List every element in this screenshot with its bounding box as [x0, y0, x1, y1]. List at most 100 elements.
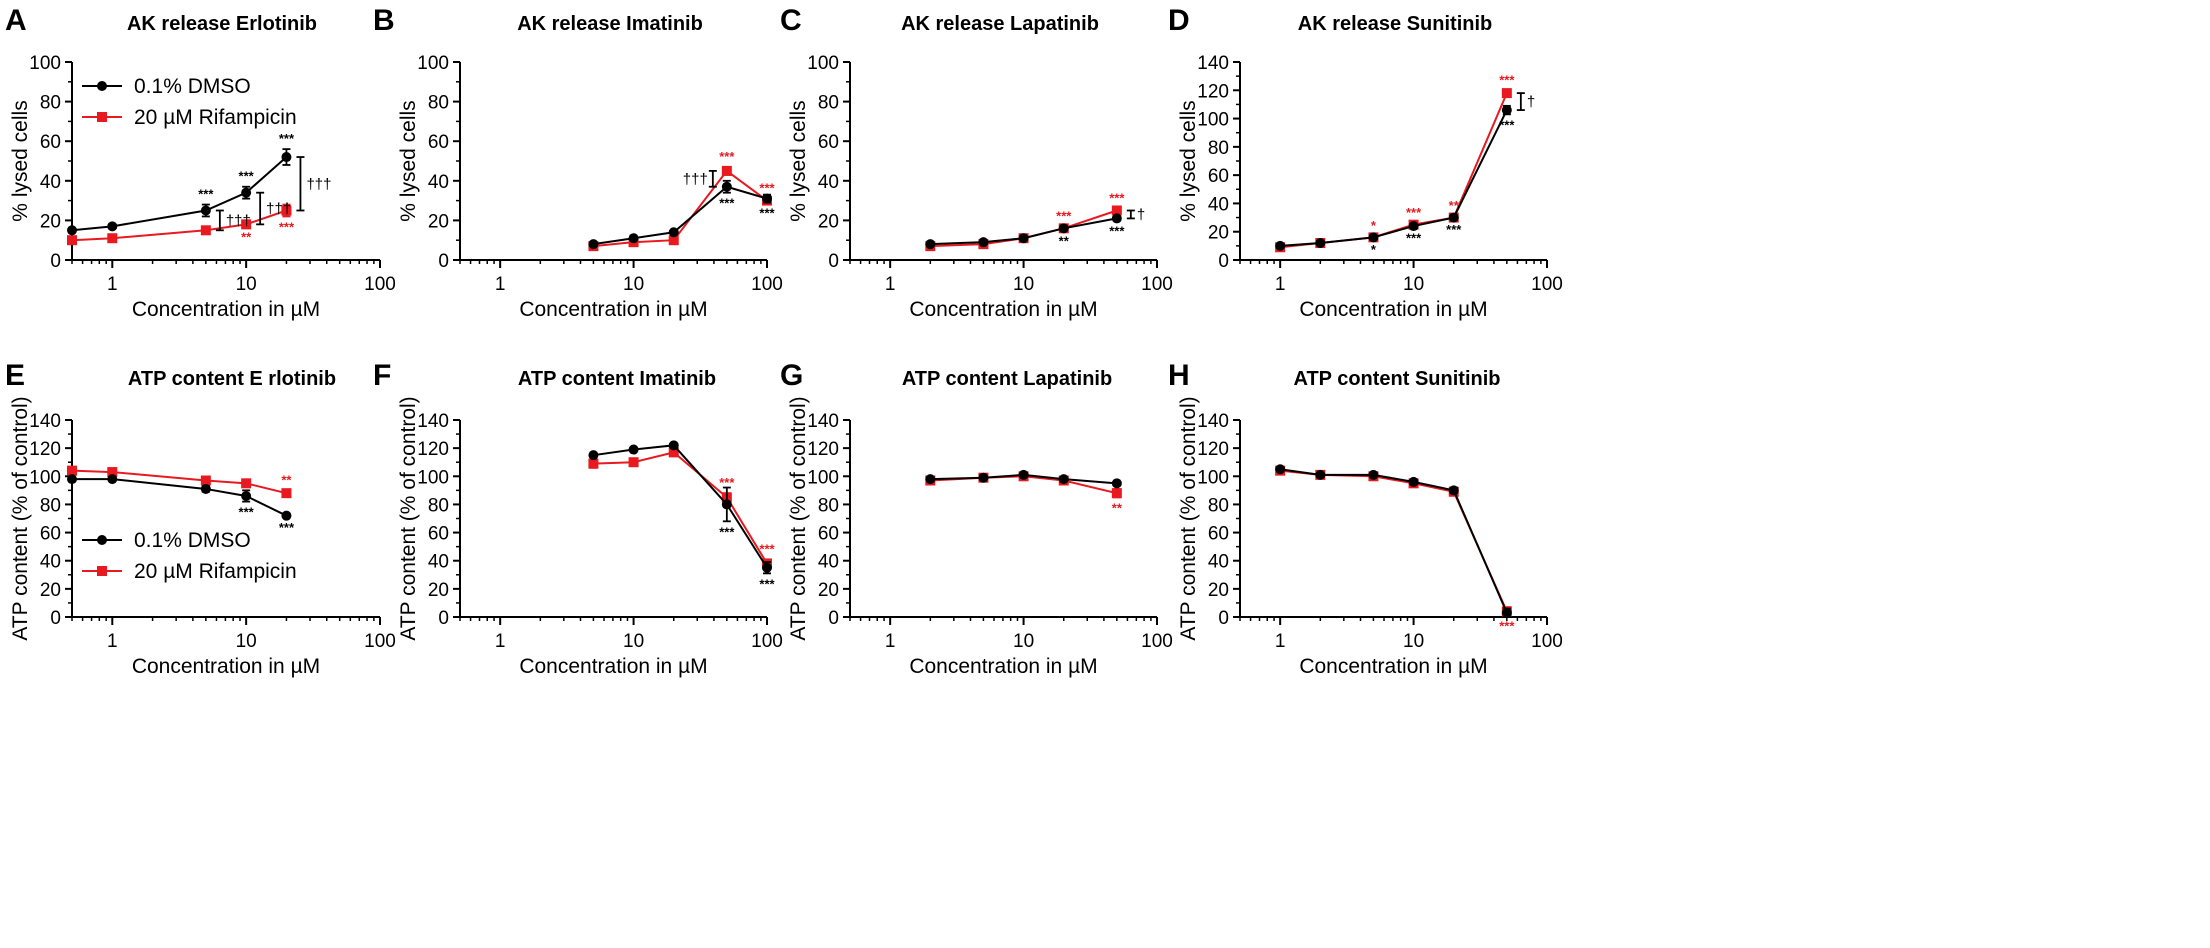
comparison-daggers: †	[1527, 94, 1535, 111]
y-tick-label: 80	[40, 495, 61, 516]
significance-stars: ***	[1499, 619, 1515, 634]
legend-marker	[97, 535, 107, 545]
dmso-data-point	[628, 233, 639, 244]
y-tick-label: 40	[428, 552, 449, 573]
panel-letter: D	[1168, 4, 1190, 37]
y-tick-label: 120	[1197, 439, 1229, 460]
x-axis-label: Concentration in µM	[519, 655, 707, 678]
dmso-data-point	[107, 221, 118, 232]
significance-stars: *	[1371, 218, 1377, 233]
dmso-data-point	[67, 225, 77, 236]
significance-stars: ***	[759, 541, 775, 556]
dmso-data-point	[1501, 105, 1512, 116]
rifampicin-data-point	[281, 488, 292, 499]
rifampicin-data-point	[200, 475, 211, 486]
y-tick-label: 20	[818, 211, 839, 232]
dmso-data-point	[241, 187, 252, 198]
rifampicin-data-point	[67, 235, 77, 246]
y-tick-label: 20	[40, 580, 61, 601]
x-tick-label: 10	[236, 631, 257, 652]
y-tick-label: 40	[1208, 552, 1229, 573]
y-tick-label: 60	[428, 132, 449, 153]
y-tick-label: 20	[40, 211, 61, 232]
significance-stars: ***	[1499, 72, 1515, 87]
dmso-data-point	[978, 237, 989, 248]
rifampicin-data-point	[1501, 88, 1512, 99]
y-tick-label: 100	[1197, 110, 1229, 131]
panel-letter: A	[5, 4, 27, 37]
y-tick-label: 0	[438, 608, 449, 629]
x-tick-label: 1	[885, 631, 896, 652]
y-tick-label: 60	[428, 524, 449, 545]
y-tick-label: 140	[417, 411, 449, 432]
panel-title: ATP content Imatinib	[518, 368, 716, 390]
x-tick-label: 10	[623, 274, 644, 295]
x-tick-label: 1	[107, 631, 118, 652]
significance-stars: *	[1371, 242, 1377, 257]
x-tick-label: 100	[751, 631, 783, 652]
y-tick-label: 20	[428, 211, 449, 232]
rifampicin-data-point	[241, 219, 252, 230]
significance-stars: ***	[1109, 223, 1125, 238]
x-axis-label: Concentration in µM	[1299, 298, 1487, 321]
x-tick-label: 1	[495, 274, 506, 295]
dmso-series-line	[1280, 468, 1508, 614]
x-axis-label: Concentration in µM	[1299, 655, 1487, 678]
panel-title: ATP content Sunitinib	[1293, 368, 1500, 390]
y-tick-label: 40	[1208, 194, 1229, 215]
dmso-data-point	[200, 205, 211, 216]
y-tick-label: 20	[428, 580, 449, 601]
dmso-data-point	[668, 227, 679, 238]
y-axis-label: ATP content (% of control)	[397, 396, 420, 640]
significance-stars: **	[1059, 233, 1070, 248]
y-axis-label: % lysed cells	[787, 100, 810, 221]
y-tick-label: 140	[807, 411, 839, 432]
dmso-data-point	[668, 440, 679, 451]
y-tick-label: 40	[428, 172, 449, 193]
y-tick-label: 80	[1208, 495, 1229, 516]
rifampicin-data-point	[628, 457, 639, 468]
x-axis-label: Concentration in µM	[519, 298, 707, 321]
y-tick-label: 60	[1208, 524, 1229, 545]
dmso-data-point	[721, 181, 732, 192]
y-tick-label: 80	[40, 93, 61, 114]
y-tick-label: 60	[818, 524, 839, 545]
comparison-daggers: †	[1137, 206, 1145, 223]
x-tick-label: 10	[1403, 631, 1424, 652]
y-tick-label: 0	[50, 608, 61, 629]
panel-letter: E	[5, 359, 25, 392]
x-tick-label: 10	[623, 631, 644, 652]
rifampicin-data-point	[668, 235, 679, 246]
significance-stars: ***	[239, 505, 255, 520]
dmso-data-point	[588, 450, 599, 461]
panel-g: G ATP content Lapatinib 0 20 40 60 80 100 120 140…	[780, 359, 1173, 678]
y-tick-label: 100	[417, 53, 449, 74]
significance-stars: ***	[1499, 117, 1515, 132]
y-tick-label: 40	[818, 552, 839, 573]
dmso-data-point	[1368, 469, 1379, 480]
x-tick-label: 100	[1141, 274, 1173, 295]
y-tick-label: 100	[807, 467, 839, 488]
panel-h: H ATP content Sunitinib 0 20 40 60 80 100 120 140…	[1168, 359, 1563, 678]
comparison-daggers: †††	[683, 171, 708, 188]
significance-stars: ***	[719, 524, 735, 539]
legend-entry-label: 20 µM Rifampicin	[134, 106, 297, 129]
dmso-data-point	[925, 239, 936, 250]
significance-stars: **	[1449, 198, 1460, 213]
x-tick-label: 1	[1275, 274, 1286, 295]
rifampicin-series-line	[593, 169, 768, 248]
x-tick-label: 1	[107, 274, 118, 295]
y-tick-label: 40	[818, 172, 839, 193]
y-axis-label: % lysed cells	[1177, 100, 1200, 221]
significance-stars: ***	[719, 149, 735, 164]
dmso-data-point	[628, 444, 639, 455]
y-axis-label: ATP content (% of control)	[787, 396, 810, 640]
panel-title: ATP content E rlotinib	[128, 368, 336, 390]
dmso-series-line	[71, 156, 288, 232]
x-axis-label: Concentration in µM	[909, 298, 1097, 321]
y-tick-label: 80	[428, 93, 449, 114]
dmso-data-point	[721, 499, 732, 510]
y-tick-label: 120	[29, 439, 61, 460]
y-tick-label: 40	[40, 172, 61, 193]
x-tick-label: 1	[495, 631, 506, 652]
